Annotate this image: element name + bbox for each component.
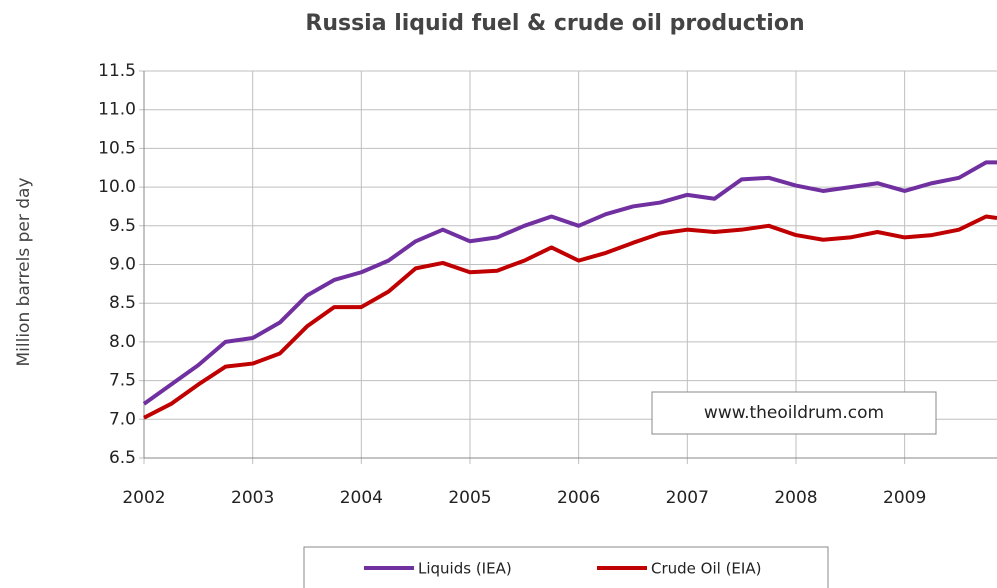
annotation: www.theoildrum.com bbox=[704, 403, 884, 423]
line bbox=[142, 160, 997, 406]
y-tick-label: 10.0 bbox=[98, 177, 136, 197]
y-tick-label: 8.5 bbox=[109, 293, 136, 313]
y-tick-label: 7.0 bbox=[109, 409, 136, 429]
chart-title: Russia liquid fuel & crude oil productio… bbox=[305, 11, 804, 36]
y-tick-label: 11.0 bbox=[98, 100, 136, 120]
y-axis-label: Million barrels per day bbox=[14, 177, 34, 366]
y-tick-label: 10.5 bbox=[98, 138, 136, 158]
y-tick-label: 11.5 bbox=[98, 61, 136, 81]
y-tick-label: 6.5 bbox=[109, 448, 136, 468]
y-tick-label: 9.5 bbox=[109, 216, 136, 236]
line bbox=[143, 214, 997, 420]
x-tick-label: 2002 bbox=[122, 488, 165, 508]
x-tick-label: 2003 bbox=[231, 488, 274, 508]
legend-label: Liquids (IEA) bbox=[418, 560, 512, 578]
x-tick-label: 2007 bbox=[666, 488, 709, 508]
x-tick-label: 2006 bbox=[557, 488, 600, 508]
y-tick-label: 8.0 bbox=[109, 332, 136, 352]
x-tick-label: 2008 bbox=[774, 488, 817, 508]
x-tick-label: 2004 bbox=[340, 488, 383, 508]
x-tick-label: 2009 bbox=[883, 488, 926, 508]
annotation-box bbox=[651, 391, 937, 435]
x-tick-label: 2005 bbox=[448, 488, 491, 508]
legend-label: Crude Oil (EIA) bbox=[651, 560, 761, 578]
y-tick-label: 9.0 bbox=[109, 255, 136, 275]
y-tick-label: 7.5 bbox=[109, 371, 136, 391]
